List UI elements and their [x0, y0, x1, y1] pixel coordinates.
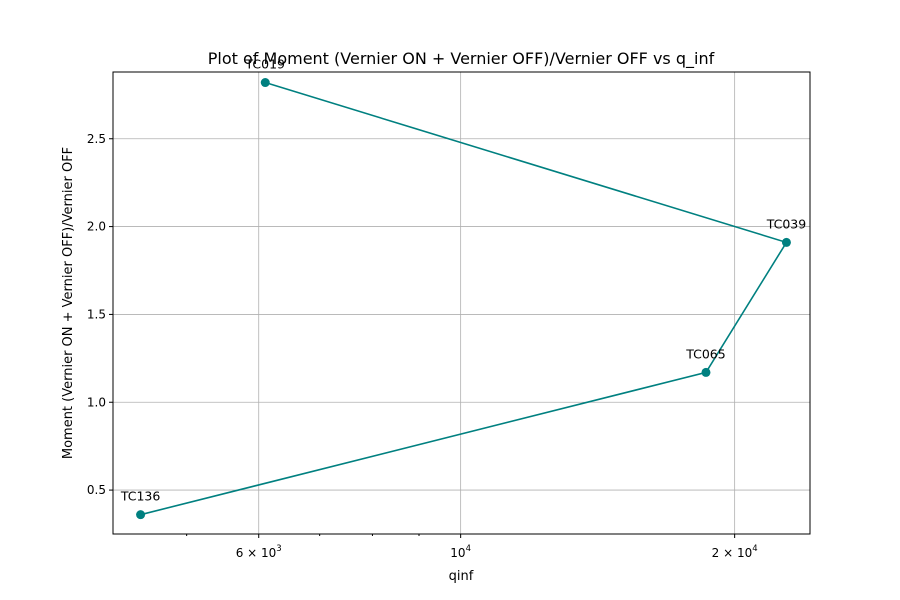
data-point-label: TC019	[245, 57, 286, 72]
y-axis-ticks: 0.5 1.0 1.5 2.0 2.5	[87, 132, 113, 497]
y-tick-label: 2.0	[87, 220, 106, 234]
data-points: TC019 TC039 TC065 TC136	[120, 57, 806, 520]
x-axis-label: qinf	[449, 569, 474, 584]
y-axis-label: Moment (Vernier ON + Vernier OFF)/Vernie…	[61, 147, 76, 459]
plot-frame	[112, 71, 811, 535]
data-point-label: TC039	[766, 216, 807, 231]
x-tick-label: 104	[450, 544, 471, 560]
series-line	[140, 81, 788, 516]
data-point-marker	[260, 78, 270, 88]
x-tick-label: 6 × 103	[236, 544, 282, 560]
data-point-marker	[701, 367, 711, 377]
y-tick-label: 1.0	[87, 395, 106, 409]
grid-lines	[113, 72, 810, 534]
y-tick-label: 1.5	[87, 307, 106, 321]
chart-title: Plot of Moment (Vernier ON + Vernier OFF…	[208, 49, 715, 69]
data-point-label: TC065	[685, 346, 726, 361]
y-tick-label: 2.5	[87, 132, 106, 146]
y-tick-label: 0.5	[87, 483, 106, 497]
x-tick-label: 2 × 104	[712, 544, 758, 560]
data-point-marker	[136, 510, 146, 520]
series-path	[140, 81, 788, 516]
data-point-label: TC136	[120, 489, 161, 504]
data-point-marker	[781, 237, 791, 247]
x-axis-ticks: 6 × 103 104 2 × 104	[236, 534, 758, 560]
